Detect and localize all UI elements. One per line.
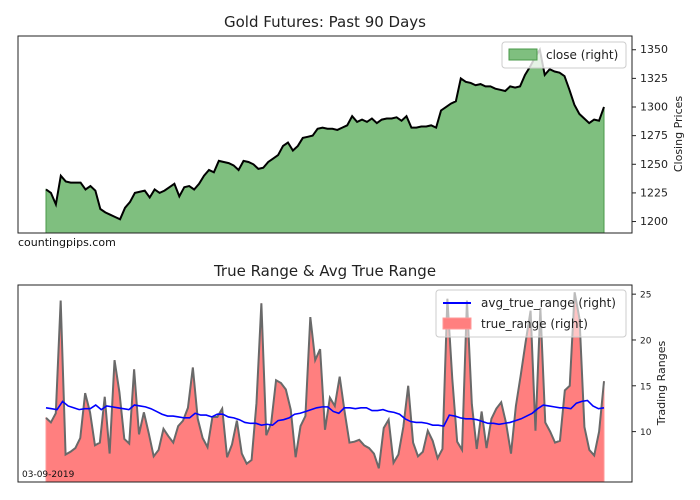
range-y-axis: 10 15 20 25 (632, 291, 652, 438)
y-tick-label: 25 (640, 291, 651, 301)
range-legend[interactable]: avg_true_range (right) true_range (right… (435, 289, 627, 338)
gold-close-area (45, 47, 605, 234)
y-tick-label: 20 (640, 336, 652, 346)
range-plot-frame (17, 284, 633, 483)
gold-chart: Gold Futures: Past 90 Days 1200122512501… (17, 13, 685, 249)
series-area-fill (45, 48, 605, 234)
y-tick-label: 1275 (640, 129, 668, 142)
y-tick-label: 1325 (640, 72, 668, 85)
gold-legend-swatch (508, 48, 538, 61)
series-line (45, 292, 605, 469)
y-tick-label: 1300 (640, 101, 668, 114)
range-legend-swatch-tr (442, 317, 472, 330)
range-y-axis-label: Trading Ranges (655, 341, 668, 427)
date-label: 03-09-2019 (22, 470, 75, 480)
gold-y-axis-label: Closing Prices (672, 96, 685, 173)
range-legend-label-avg: avg_true_range (right) (481, 296, 616, 310)
y-tick-label: 1250 (640, 158, 668, 171)
gold-legend-label: close (right) (546, 48, 618, 62)
y-tick-label: 1225 (640, 186, 668, 199)
range-chart: True Range & Avg True Range 10 15 20 25 Tra… (17, 262, 668, 483)
range-legend-box (435, 289, 627, 338)
watermark: countingpips.com (18, 236, 116, 249)
range-chart-title: True Range & Avg True Range (213, 262, 436, 280)
series-line (45, 47, 605, 221)
avg-true-range-line (45, 399, 605, 427)
range-legend-label-tr: true_range (right) (481, 317, 588, 331)
y-tick-label: 15 (640, 382, 651, 392)
gold-plot-frame (17, 35, 633, 234)
y-tick-label: 1200 (640, 215, 668, 228)
y-tick-label: 1350 (640, 43, 668, 56)
true-range-area (45, 292, 605, 483)
gold-y-axis: 1200 1225 1250 1275 1300 1325 1350 (632, 43, 668, 228)
series-line (45, 399, 605, 427)
y-tick-label: 10 (640, 428, 652, 438)
gold-legend[interactable]: close (right) (501, 41, 627, 69)
gold-chart-title: Gold Futures: Past 90 Days (224, 13, 426, 31)
